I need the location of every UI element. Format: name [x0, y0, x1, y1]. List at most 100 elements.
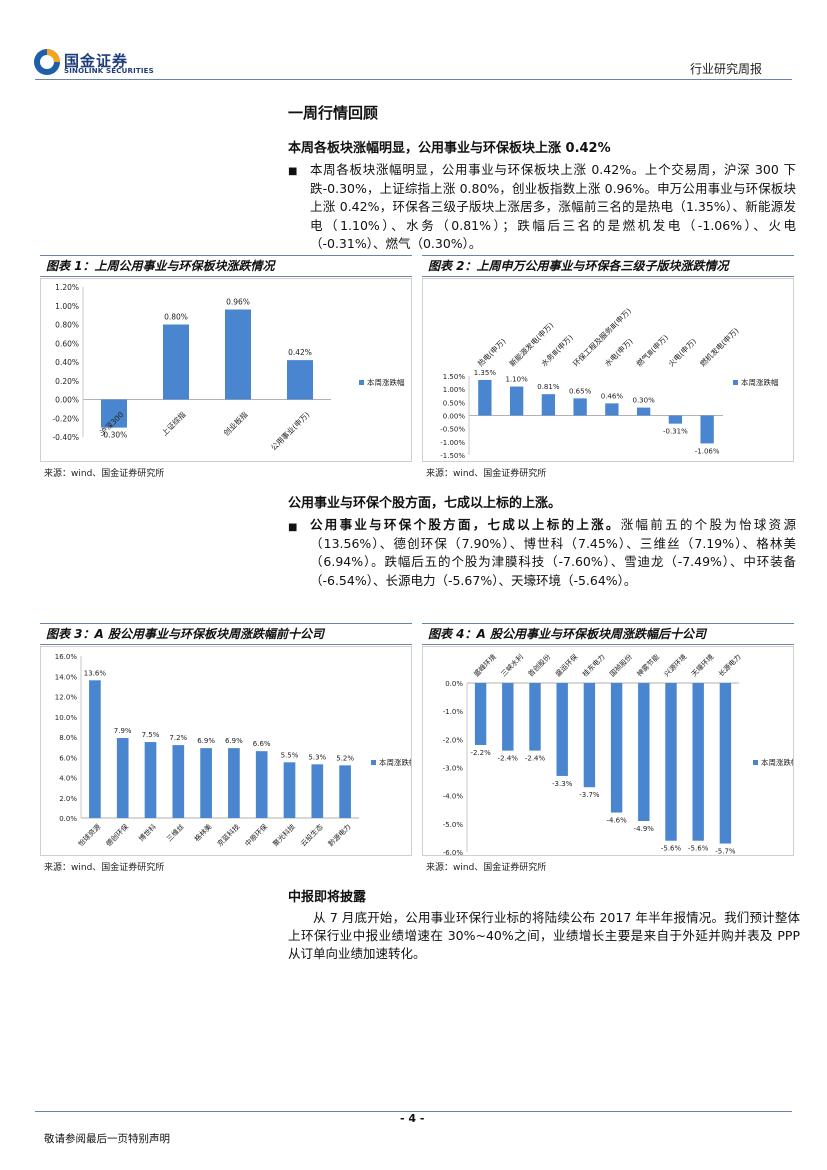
- y-tick-label: -6.0%: [443, 849, 464, 856]
- category-label: 公用事业(申万): [268, 409, 311, 452]
- section-title-interim-report: 中报即将披露: [288, 890, 367, 905]
- bar: [162, 324, 190, 400]
- section-title-weekly-review: 一周行情回顾: [288, 104, 379, 122]
- bar: [700, 415, 714, 444]
- data-label: 13.6%: [84, 669, 107, 677]
- legend-label: 本周涨跌幅: [367, 377, 405, 387]
- logo-chinese-name: 国金证券: [64, 52, 129, 70]
- stocks-paragraph: 公用事业与环保个股方面，七成以上标的上涨。涨幅前五的个股为怡球资源（13.56%…: [310, 516, 796, 590]
- fig1-chart: -0.40% -0.20% 0.00% 0.20% 0.40% 0.60% 0.80% 1.0…: [40, 278, 412, 462]
- legend-label: 本周涨跌幅: [379, 757, 412, 767]
- header-rule: [35, 79, 792, 80]
- y-tick-label: 0.00%: [443, 413, 466, 421]
- y-tick-label: 6.0%: [59, 754, 77, 762]
- data-label: -2.4%: [525, 755, 546, 763]
- bar: [286, 360, 314, 400]
- legend-swatch: [371, 760, 376, 765]
- data-label: -5.6%: [661, 845, 682, 853]
- y-tick-label: 0.80%: [55, 321, 79, 330]
- bar: [100, 399, 128, 428]
- category-label: 中原环保: [243, 822, 269, 848]
- bullet-marker: ■: [288, 166, 298, 177]
- disclaimer-note: 敬请参阅最后一页特别声明: [44, 1133, 170, 1145]
- y-tick-label: -0.20%: [52, 414, 79, 423]
- bar: [509, 386, 524, 416]
- fig3-source: 来源：wind、国金证券研究所: [44, 863, 165, 873]
- y-tick-label: -3.0%: [443, 765, 464, 773]
- stocks-paragraph-rest: 涨幅前五的个股为怡球资源（13.56%）、德创环保（7.90%）、博世科（7.4…: [310, 517, 796, 588]
- category-label: 燃气Ⅲ(申万): [634, 332, 670, 368]
- category-label: 上证综指: [159, 409, 188, 438]
- fig3-chart: 0.0% 2.0% 4.0% 6.0% 8.0% 10.0% 12.0% 14.0% 16.0%…: [40, 646, 412, 856]
- category-label: 首创股份: [526, 652, 552, 678]
- category-label: 聚光科技: [271, 822, 297, 848]
- fig2-chart: -1.50% -1.00% -0.50% 0.00% 0.50% 1.00% 1.50% 1.…: [422, 278, 794, 462]
- data-label: 0.80%: [164, 313, 188, 322]
- y-tick-label: 0.0%: [59, 815, 77, 823]
- section-subtitle-stocks: 公用事业与环保个股方面，七成以上标的上涨。: [288, 496, 562, 511]
- interim-report-paragraph: 从 7 月底开始，公用事业环保行业标的将陆续公布 2017 年半年报情况。我们预…: [288, 910, 800, 961]
- bar: [228, 748, 240, 818]
- data-label: -0.30%: [101, 431, 128, 440]
- bar: [605, 403, 619, 416]
- category-label: 盛峰环境: [472, 652, 498, 678]
- data-label: -3.3%: [552, 780, 573, 788]
- fig4-title: 图表 4：A 股公用事业与环保板块周涨跌幅后十公司: [422, 623, 794, 645]
- category-label: 长源电力: [716, 652, 742, 678]
- data-label: -3.7%: [579, 791, 600, 799]
- y-tick-label: 0.0%: [445, 680, 463, 688]
- y-tick-label: 10.0%: [55, 714, 78, 722]
- bar: [668, 415, 683, 424]
- category-label: 创业板指: [221, 409, 250, 438]
- bar: [636, 407, 651, 416]
- data-label: -5.6%: [688, 845, 709, 853]
- category-label: 水电(申万): [602, 336, 634, 368]
- bar: [529, 683, 541, 751]
- bar: [665, 683, 677, 841]
- page-number: - 4 -: [400, 1112, 425, 1125]
- y-tick-label: -1.0%: [443, 708, 464, 716]
- legend-label: 本周涨跌幅: [761, 757, 794, 767]
- category-label: 博世科: [137, 822, 158, 843]
- data-label: 7.2%: [169, 734, 187, 742]
- data-label: -2.2%: [470, 749, 491, 757]
- category-label: 盛运环保: [553, 652, 579, 678]
- category-label: 燃机发电(申万): [697, 325, 740, 368]
- data-label: 6.6%: [253, 740, 271, 748]
- bar: [583, 683, 596, 788]
- fig4-source: 来源：wind、国金证券研究所: [426, 863, 547, 873]
- logo-english-name: SINOLINK SECURITIES: [64, 67, 154, 75]
- y-tick-label: 12.0%: [55, 694, 78, 702]
- bar: [719, 683, 732, 844]
- category-label: 环保工程及服务Ⅲ(申万): [570, 306, 633, 369]
- y-tick-label: 1.50%: [443, 373, 466, 381]
- bar: [283, 762, 296, 818]
- bar: [573, 398, 587, 416]
- y-tick-label: 1.00%: [443, 386, 466, 394]
- sinolink-logo-icon: [34, 49, 60, 75]
- data-label: 6.9%: [225, 737, 243, 745]
- bar: [638, 683, 650, 822]
- y-tick-label: 2.0%: [59, 795, 77, 803]
- category-label: 国祯股份: [608, 652, 634, 678]
- category-label: 天壕环境: [689, 652, 715, 678]
- y-tick-label: -4.0%: [443, 793, 464, 801]
- bar: [172, 745, 185, 818]
- category-label: 三维丝: [165, 822, 186, 843]
- category-label: 怡球资源: [76, 822, 102, 848]
- data-label: -2.4%: [498, 755, 519, 763]
- data-label: 0.65%: [569, 387, 592, 395]
- fig1-title: 图表 1：上周公用事业与环保板块涨跌情况: [40, 255, 412, 277]
- y-tick-label: 8.0%: [59, 734, 77, 742]
- category-label: 德创环保: [104, 822, 130, 848]
- bar: [692, 683, 704, 841]
- data-label: 6.9%: [197, 737, 215, 745]
- bar: [339, 765, 351, 818]
- bar: [610, 683, 623, 813]
- fig3-title: 图表 3：A 股公用事业与环保板块周涨跌幅前十公司: [40, 623, 412, 645]
- data-label: -1.06%: [695, 447, 720, 455]
- data-label: 5.5%: [281, 751, 299, 759]
- data-label: 5.2%: [336, 754, 354, 762]
- category-label: 神雾节能: [635, 652, 661, 678]
- y-tick-label: 4.0%: [59, 775, 77, 783]
